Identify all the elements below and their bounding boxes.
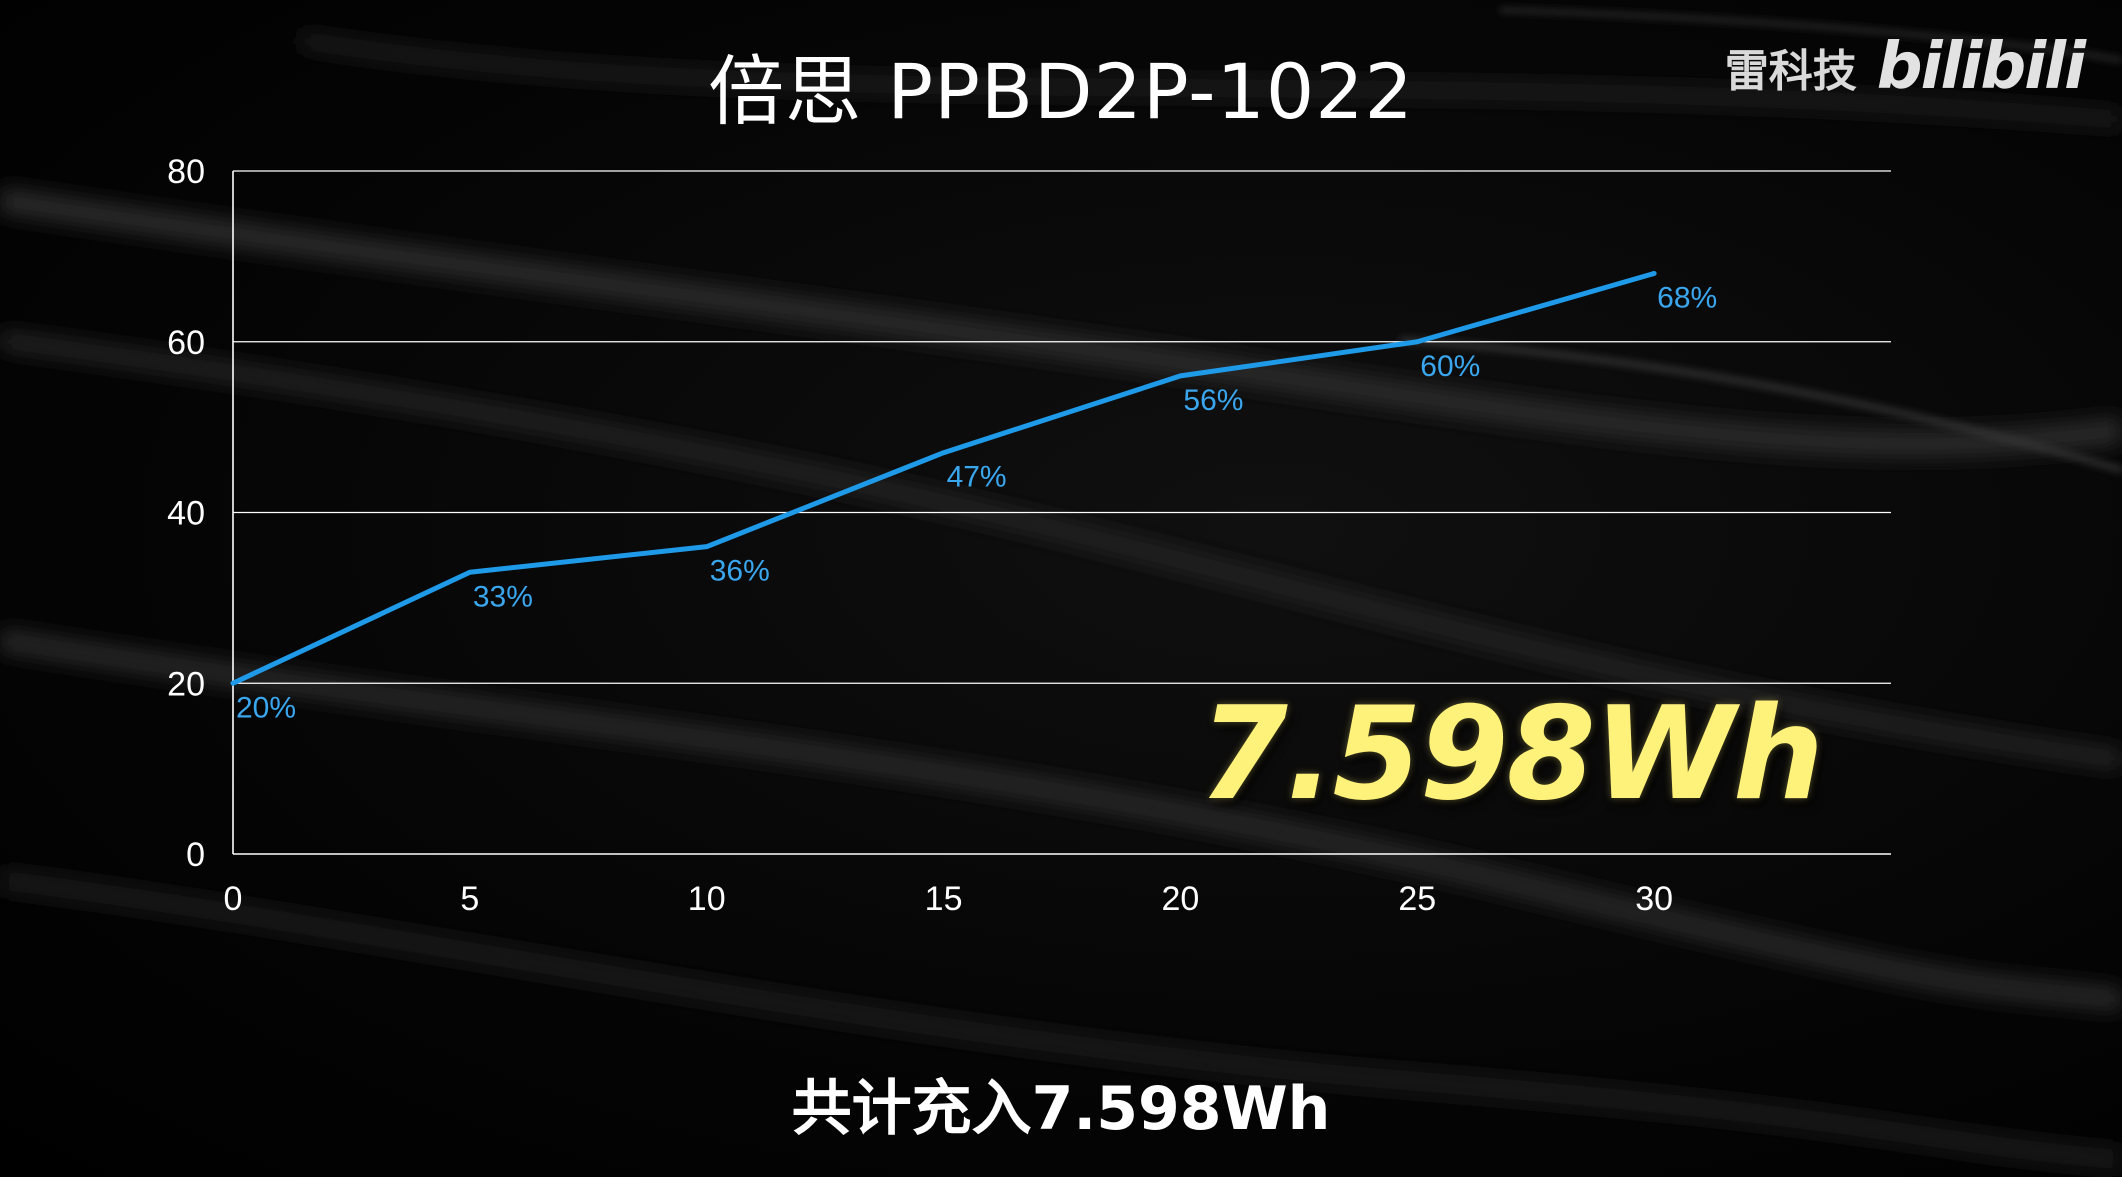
y-tick-labels: 0 20 40 60 80: [167, 153, 205, 874]
x-tick-label: 20: [1162, 880, 1200, 918]
y-tick-label: 40: [167, 495, 205, 533]
brand: 雷科技 bilibili: [1724, 30, 2086, 104]
chart-title: 倍思 PPBD2P-1022: [708, 47, 1414, 136]
total-energy-highlight: 7.598Wh: [1198, 680, 1824, 829]
data-label: 20%: [236, 691, 296, 724]
data-label: 56%: [1183, 384, 1243, 417]
axes: [232, 171, 1891, 855]
data-label: 47%: [947, 461, 1007, 494]
caption: 共计充入7.598Wh: [791, 1074, 1331, 1144]
y-tick-label: 80: [167, 153, 205, 191]
series-line: [230, 270, 1657, 686]
data-label: 68%: [1657, 281, 1717, 314]
x-tick-label: 25: [1398, 880, 1436, 918]
data-label: 33%: [473, 580, 533, 613]
x-tick-labels: 0 5 10 15 20 25 30: [224, 880, 1674, 918]
data-labels: 20% 33% 36% 47% 56% 60% 68%: [236, 281, 1717, 724]
grid-lines: [233, 170, 1891, 684]
y-tick-label: 60: [167, 324, 205, 362]
data-label: 60%: [1420, 350, 1480, 383]
brand-name: 雷科技: [1724, 46, 1857, 97]
data-label: 36%: [710, 555, 770, 588]
series-layer: [230, 270, 1657, 686]
y-tick-label: 20: [167, 665, 205, 703]
x-tick-label: 5: [460, 880, 479, 918]
x-tick-label: 30: [1635, 880, 1673, 918]
x-tick-label: 10: [688, 880, 726, 918]
y-tick-label: 0: [186, 836, 205, 874]
x-tick-label: 0: [224, 880, 243, 918]
x-tick-label: 15: [925, 880, 963, 918]
bilibili-logo: bilibili: [1876, 30, 2086, 104]
